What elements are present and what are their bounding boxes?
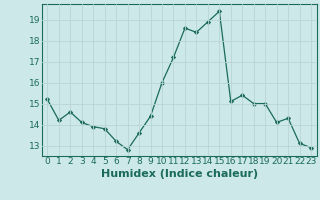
X-axis label: Humidex (Indice chaleur): Humidex (Indice chaleur)	[100, 169, 258, 179]
